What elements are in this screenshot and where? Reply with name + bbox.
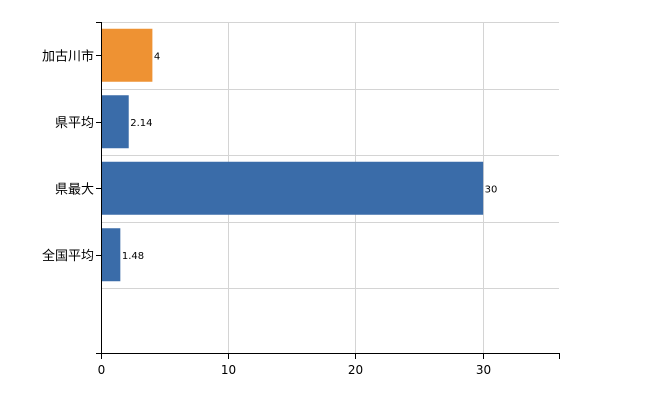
category-label: 県最大 bbox=[55, 182, 94, 197]
data-label: 1.48 bbox=[122, 251, 144, 262]
category-label: 県平均 bbox=[55, 116, 94, 131]
bar bbox=[101, 95, 129, 149]
x-tick-label: 20 bbox=[348, 363, 363, 377]
x-tick-label: 0 bbox=[98, 363, 106, 377]
x-tick-label: 30 bbox=[476, 363, 491, 377]
category-label: 全国平均 bbox=[42, 248, 94, 264]
data-label: 2.14 bbox=[130, 118, 152, 129]
x-tick-label: 10 bbox=[221, 363, 236, 377]
labels: 加古川市 4 県平均 2.14 県最大 30 全国平均 1.48 0 10 20 30 bbox=[42, 48, 497, 377]
axes bbox=[96, 22, 560, 359]
category-label: 加古川市 bbox=[42, 48, 94, 64]
bars bbox=[101, 28, 484, 282]
bar bbox=[101, 161, 484, 215]
data-label: 4 bbox=[154, 51, 160, 62]
data-label: 30 bbox=[485, 184, 498, 195]
bar bbox=[101, 228, 121, 282]
bar bbox=[101, 28, 153, 82]
